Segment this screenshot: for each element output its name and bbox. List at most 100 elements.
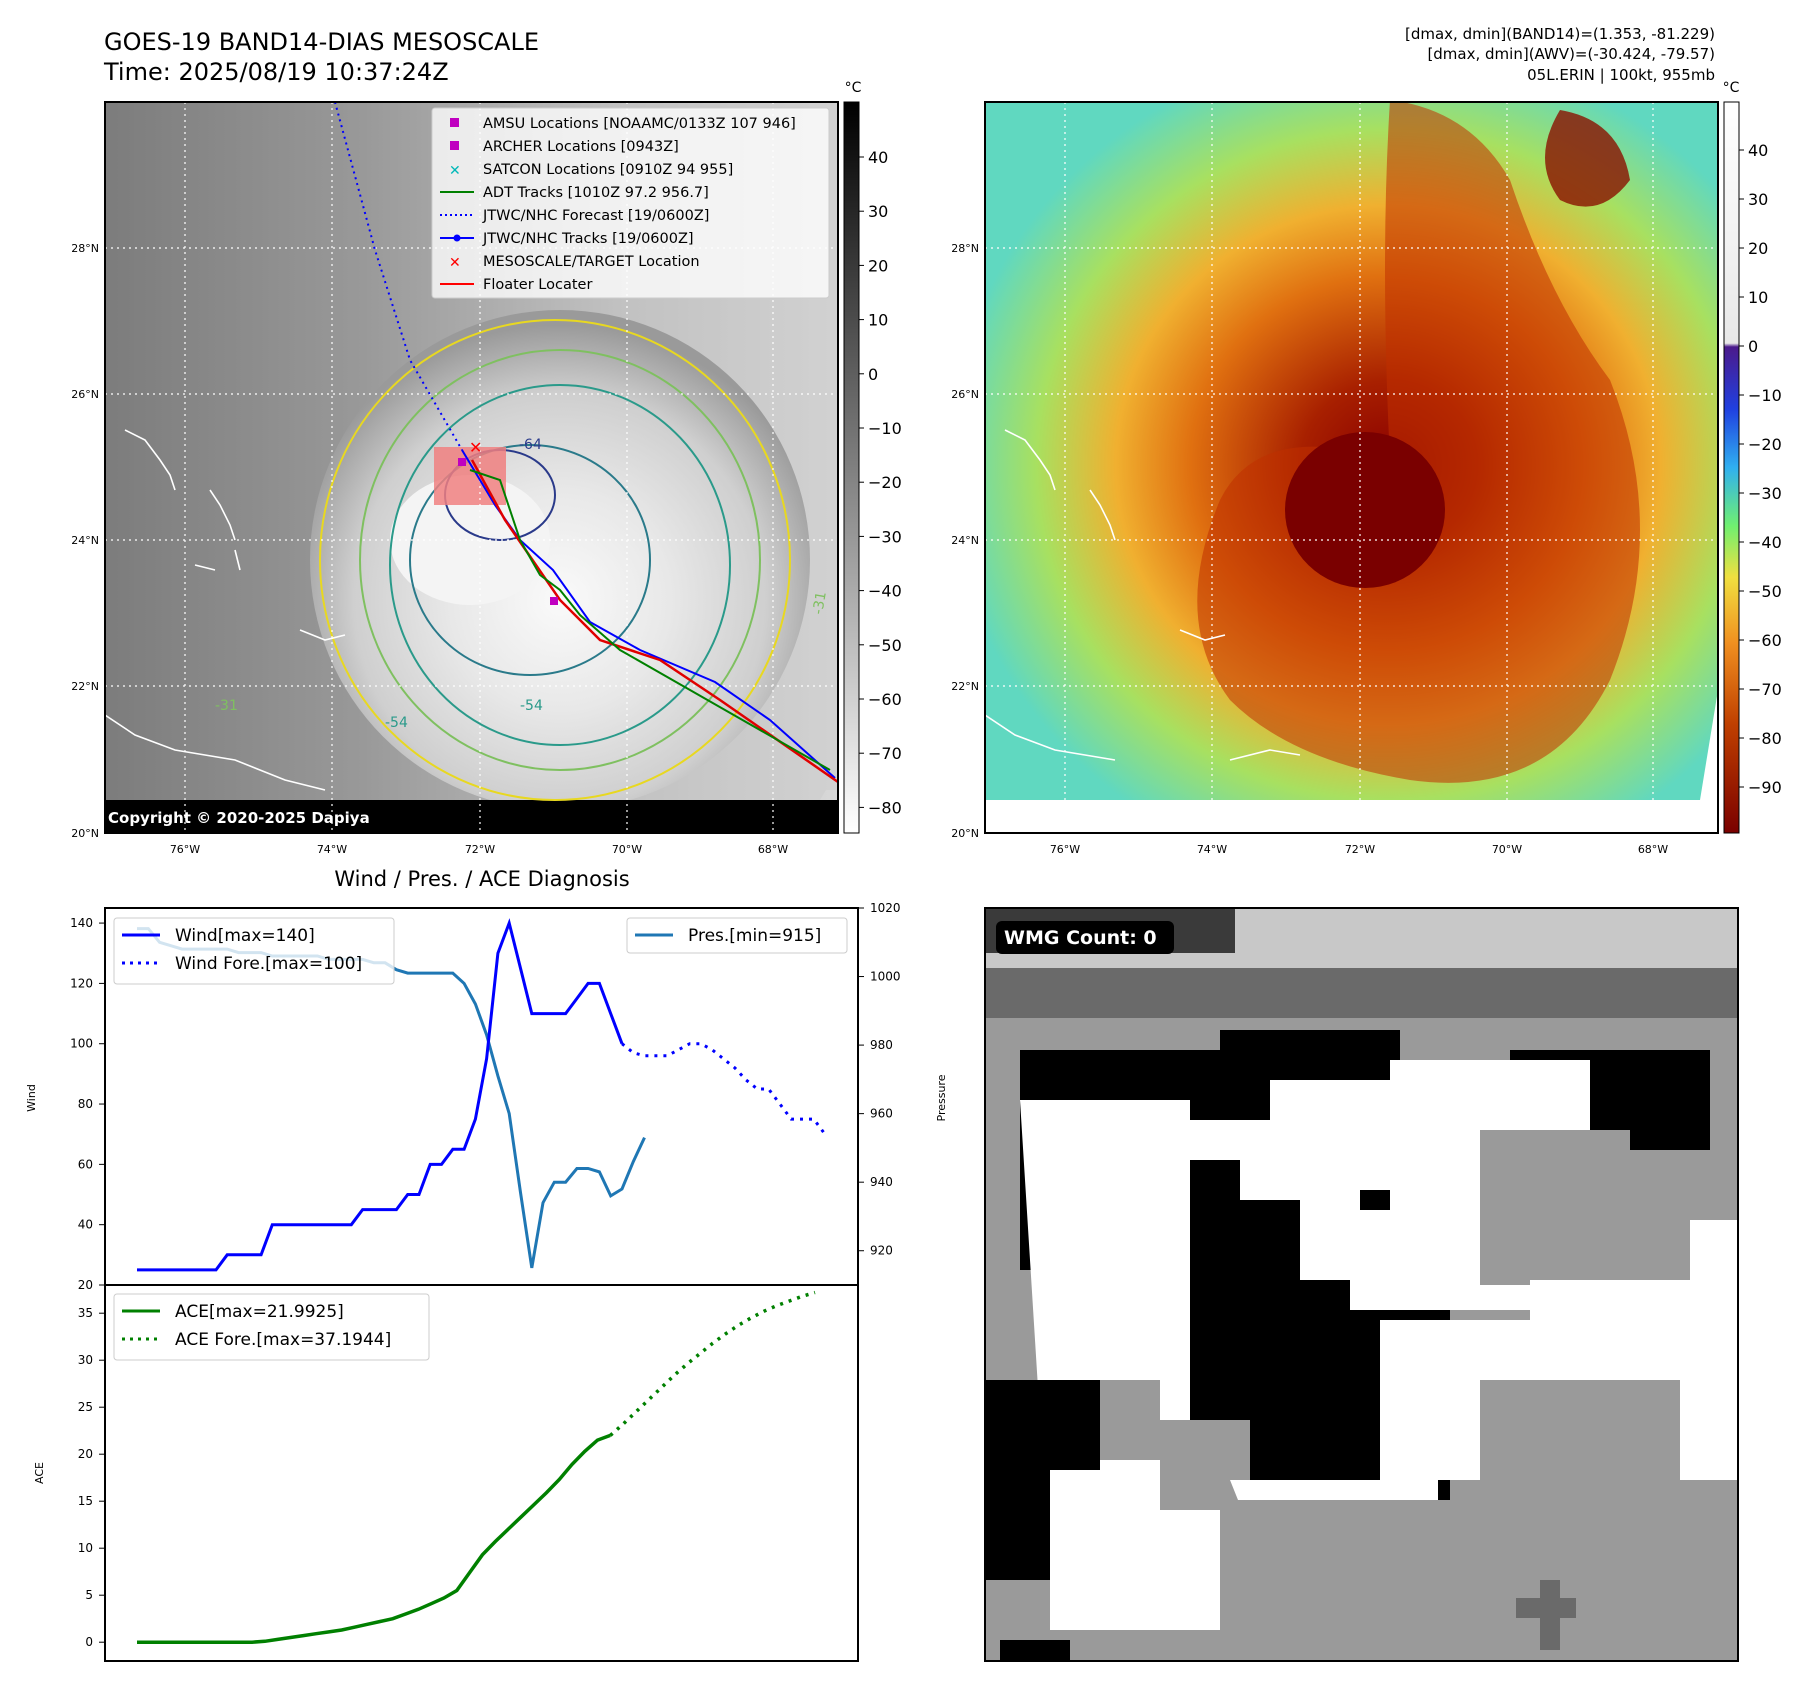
figure-time: Time: 2025/08/19 10:37:24Z <box>103 58 449 86</box>
pressure-tick-label: 980 <box>870 1038 893 1052</box>
wmg-count: WMG Count: 0 <box>1004 927 1157 949</box>
colorbar-tick-label: −40 <box>868 582 902 601</box>
colorbar-tick-label: 0 <box>1748 337 1758 356</box>
figure-title: GOES-19 BAND14-DIAS MESOSCALE <box>104 28 539 56</box>
pressure-tick-label: 960 <box>870 1107 893 1121</box>
colorbar-unit: °C <box>845 80 862 96</box>
chart-title: Wind / Pres. / ACE Diagnosis <box>334 867 629 891</box>
pressure-tick-label: 1000 <box>870 970 901 984</box>
colorbar-tick-label: −90 <box>1748 778 1782 797</box>
ace-tick-label: 20 <box>78 1447 93 1461</box>
contour-label: -54 <box>385 715 408 731</box>
colorbar-tick-label: −10 <box>868 419 902 438</box>
longitude-label: 70°W <box>612 843 642 856</box>
ace-tick-label: 5 <box>85 1588 93 1602</box>
copyright-text: Copyright © 2020-2025 Dapiya <box>108 809 370 827</box>
ace-axis-label: ACE <box>33 1462 46 1484</box>
colorbar-tick-label: 10 <box>868 311 888 330</box>
wv-map-panel <box>985 102 1718 833</box>
contour-label: -31 <box>810 590 830 615</box>
wmg-panel <box>985 908 1738 1661</box>
legend-label: JTWC/NHC Tracks [19/0600Z] <box>482 231 694 247</box>
legend-label: SATCON Locations [0910Z 94 955] <box>483 162 733 178</box>
wind-tick-label: 60 <box>78 1157 93 1171</box>
longitude-label: 76°W <box>1050 843 1080 856</box>
latitude-label: 20°N <box>951 827 979 840</box>
legend-marker <box>450 118 459 127</box>
colorbar-tick-label: 30 <box>1748 190 1768 209</box>
storm-info: 05L.ERIN | 100kt, 955mb <box>1527 66 1715 84</box>
legend-label: Floater Locater <box>483 277 592 293</box>
colorbar-wv <box>1723 101 1740 834</box>
longitude-label: 68°W <box>1638 843 1668 856</box>
ace-legend: ACE[max=21.9925] ACE Fore.[max=37.1944] <box>113 1293 430 1361</box>
wind-tick-label: 140 <box>70 916 93 930</box>
contour-label: -54 <box>520 698 543 714</box>
pressure-tick-label: 920 <box>870 1244 893 1258</box>
ace-tick-label: 25 <box>78 1400 93 1414</box>
colorbar-tick-label: −20 <box>1748 435 1782 454</box>
ace-tick-label: 30 <box>78 1353 93 1367</box>
legend-wind: Wind[max=140] <box>175 926 315 946</box>
colorbar-tick-label: 0 <box>868 365 878 384</box>
legend-label: AMSU Locations [NOAAMC/0133Z 107 946] <box>483 116 796 132</box>
legend-marker: ✕ <box>449 255 461 271</box>
legend-ace-forecast: ACE Fore.[max=37.1944] <box>175 1330 391 1350</box>
latitude-label: 20°N <box>71 827 99 840</box>
wind-forecast-line <box>621 1042 827 1136</box>
wind-tick-label: 100 <box>70 1037 93 1051</box>
colorbar-tick-label: −60 <box>868 690 902 709</box>
wind-tick-label: 20 <box>78 1278 93 1292</box>
legend-marker: ✕ <box>449 163 461 179</box>
latitude-label: 26°N <box>71 388 99 401</box>
colorbar-tick-label: 40 <box>1748 141 1768 160</box>
legend-ace: ACE[max=21.9925] <box>175 1302 344 1322</box>
legend-marker <box>453 234 461 242</box>
legend-label: JTWC/NHC Forecast [19/0600Z] <box>482 208 709 224</box>
contour-label: -31 <box>215 698 238 714</box>
wind-tick-label: 40 <box>78 1218 93 1232</box>
colorbar-tick-label: −50 <box>1748 582 1782 601</box>
longitude-label: 70°W <box>1492 843 1522 856</box>
longitude-label: 74°W <box>1197 843 1227 856</box>
wind-axis-label: Wind <box>25 1084 38 1112</box>
legend-label: ARCHER Locations [0943Z] <box>483 139 679 155</box>
ace-tick-label: 0 <box>85 1635 93 1649</box>
legend-marker <box>450 141 459 150</box>
latitude-label: 24°N <box>71 534 99 547</box>
colorbar-tick-label: −40 <box>1748 533 1782 552</box>
legend-wind-forecast: Wind Fore.[max=100] <box>175 954 362 974</box>
longitude-label: 68°W <box>758 843 788 856</box>
wind-tick-label: 80 <box>78 1097 93 1111</box>
pressure-tick-label: 940 <box>870 1175 893 1189</box>
wind-legend: Wind[max=140] Wind Fore.[max=100] <box>113 917 395 985</box>
longitude-label: 72°W <box>465 843 495 856</box>
colorbar-tick-label: 20 <box>1748 239 1768 258</box>
latitude-label: 24°N <box>951 534 979 547</box>
colorbar-unit: °C <box>1723 80 1740 96</box>
latitude-label: 28°N <box>951 242 979 255</box>
legend-label: MESOSCALE/TARGET Location <box>483 254 700 270</box>
colorbar-tick-label: −70 <box>1748 680 1782 699</box>
ace-tick-label: 15 <box>78 1494 93 1508</box>
wind-tick-label: 120 <box>70 976 93 990</box>
legend-pressure: Pres.[min=915] <box>688 926 821 946</box>
colorbar-tick-label: 20 <box>868 256 888 275</box>
colorbar-tick-label: −80 <box>868 798 902 817</box>
ace-forecast-line <box>609 1290 816 1437</box>
pressure-tick-label: 1020 <box>870 901 901 915</box>
dmax-band14: [dmax, dmin](BAND14)=(1.353, -81.229) <box>1405 25 1715 43</box>
legend-label: ADT Tracks [1010Z 97.2 956.7] <box>483 185 709 201</box>
wind-line <box>137 918 624 1272</box>
latitude-label: 28°N <box>71 242 99 255</box>
colorbar-ir <box>843 101 860 834</box>
pressure-axis-label: Pressure <box>935 1074 948 1121</box>
ace-tick-label: 35 <box>78 1306 93 1320</box>
dmax-awv: [dmax, dmin](AWV)=(-30.424, -79.57) <box>1427 45 1715 63</box>
colorbar-tick-label: −30 <box>1748 484 1782 503</box>
ace-line <box>137 1433 611 1644</box>
longitude-label: 76°W <box>170 843 200 856</box>
contour-label: -64 <box>519 437 542 453</box>
colorbar-tick-label: 10 <box>1748 288 1768 307</box>
